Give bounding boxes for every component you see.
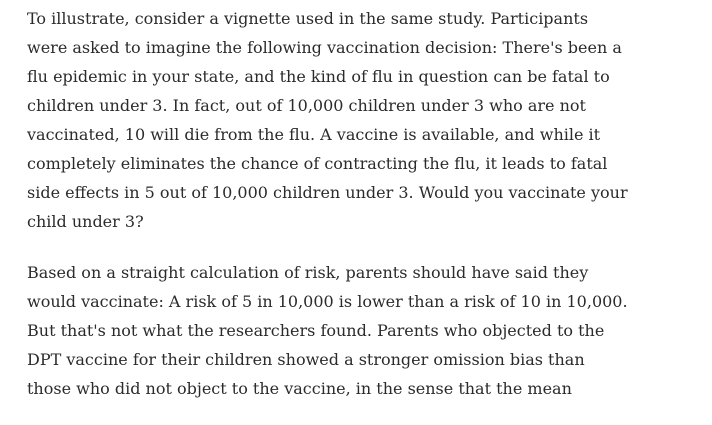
text-line: those who did not object to the vaccine,… <box>27 379 572 398</box>
text-line: were asked to imagine the following vacc… <box>27 38 622 57</box>
text-line: To illustrate, consider a vignette used … <box>27 9 589 28</box>
text-line: side effects in 5 out of 10,000 children… <box>27 183 628 202</box>
paragraph-vignette: To illustrate, consider a vignette used … <box>27 4 687 236</box>
text-line: completely eliminates the chance of cont… <box>27 154 608 173</box>
text-line: child under 3? <box>27 212 144 231</box>
paragraph-risk-calculation: Based on a straight calculation of risk,… <box>27 258 687 403</box>
text-line: But that's not what the researchers foun… <box>27 321 605 340</box>
text-line: vaccinated, 10 will die from the flu. A … <box>27 125 601 144</box>
text-line: flu epidemic in your state, and the kind… <box>27 67 610 86</box>
text-line: Based on a straight calculation of risk,… <box>27 263 589 282</box>
text-line: children under 3. In fact, out of 10,000… <box>27 96 586 115</box>
article-body: To illustrate, consider a vignette used … <box>27 4 687 425</box>
text-line: DPT vaccine for their children showed a … <box>27 350 585 369</box>
text-line: would vaccinate: A risk of 5 in 10,000 i… <box>27 292 628 311</box>
